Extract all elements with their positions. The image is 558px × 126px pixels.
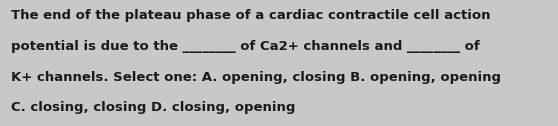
Text: The end of the plateau phase of a cardiac contractile cell action: The end of the plateau phase of a cardia…: [11, 9, 490, 22]
Text: C. closing, closing D. closing, opening: C. closing, closing D. closing, opening: [11, 101, 296, 114]
Text: potential is due to the ________ of Ca2+ channels and ________ of: potential is due to the ________ of Ca2+…: [11, 40, 480, 53]
Text: K+ channels. Select one: A. opening, closing B. opening, opening: K+ channels. Select one: A. opening, clo…: [11, 71, 501, 84]
